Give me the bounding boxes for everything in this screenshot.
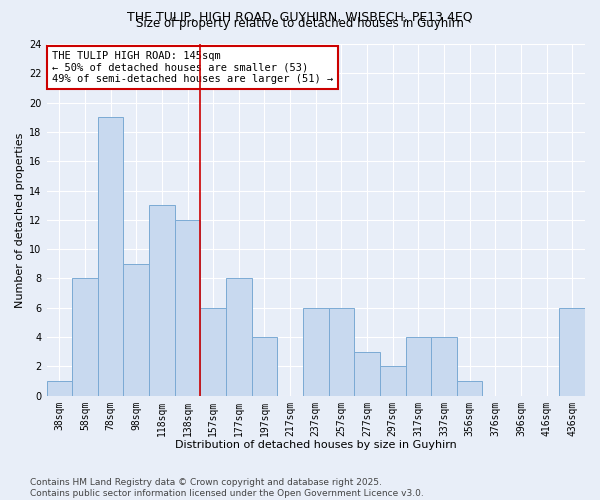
Text: THE TULIP, HIGH ROAD, GUYHIRN, WISBECH, PE13 4EQ: THE TULIP, HIGH ROAD, GUYHIRN, WISBECH, … — [127, 10, 473, 23]
Bar — [98, 118, 124, 396]
Bar — [431, 337, 457, 396]
Bar — [200, 308, 226, 396]
Bar — [329, 308, 354, 396]
Bar — [380, 366, 406, 396]
Bar — [457, 381, 482, 396]
Text: Size of property relative to detached houses in Guyhirn: Size of property relative to detached ho… — [136, 18, 464, 30]
Bar — [149, 205, 175, 396]
Bar — [47, 381, 72, 396]
Bar — [559, 308, 585, 396]
Bar — [72, 278, 98, 396]
Bar — [251, 337, 277, 396]
X-axis label: Distribution of detached houses by size in Guyhirn: Distribution of detached houses by size … — [175, 440, 457, 450]
Bar — [226, 278, 251, 396]
Bar — [303, 308, 329, 396]
Bar — [354, 352, 380, 396]
Text: Contains HM Land Registry data © Crown copyright and database right 2025.
Contai: Contains HM Land Registry data © Crown c… — [30, 478, 424, 498]
Bar — [175, 220, 200, 396]
Bar — [124, 264, 149, 396]
Y-axis label: Number of detached properties: Number of detached properties — [15, 132, 25, 308]
Text: THE TULIP HIGH ROAD: 145sqm
← 50% of detached houses are smaller (53)
49% of sem: THE TULIP HIGH ROAD: 145sqm ← 50% of det… — [52, 51, 333, 84]
Bar — [406, 337, 431, 396]
